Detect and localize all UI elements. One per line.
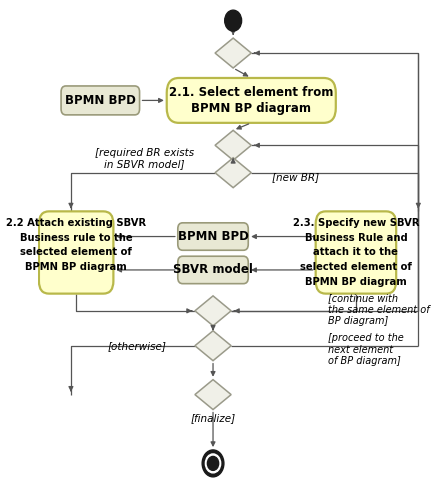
Polygon shape bbox=[195, 296, 231, 326]
Circle shape bbox=[205, 454, 221, 473]
Circle shape bbox=[202, 450, 224, 477]
FancyBboxPatch shape bbox=[178, 256, 248, 283]
Text: [continue with
the same element of
BP diagram]: [continue with the same element of BP di… bbox=[328, 293, 429, 326]
FancyBboxPatch shape bbox=[39, 212, 113, 294]
Text: [otherwise]: [otherwise] bbox=[107, 340, 166, 350]
Polygon shape bbox=[195, 331, 231, 360]
Text: BPMN BPD: BPMN BPD bbox=[65, 94, 136, 107]
Text: SBVR model: SBVR model bbox=[173, 264, 253, 276]
Polygon shape bbox=[215, 130, 251, 160]
Text: 2.3. Specify new SBVR: 2.3. Specify new SBVR bbox=[293, 218, 419, 228]
FancyBboxPatch shape bbox=[178, 223, 248, 250]
Text: BPMN BP diagram: BPMN BP diagram bbox=[305, 278, 407, 287]
Polygon shape bbox=[215, 158, 251, 188]
Text: [finalize]: [finalize] bbox=[190, 414, 235, 424]
Text: [new BR]: [new BR] bbox=[272, 172, 319, 181]
Text: selected element of: selected element of bbox=[20, 248, 132, 258]
Text: BPMN BP diagram: BPMN BP diagram bbox=[191, 102, 311, 115]
Text: [proceed to the
next element
of BP diagram]: [proceed to the next element of BP diagr… bbox=[328, 333, 404, 366]
FancyBboxPatch shape bbox=[316, 212, 396, 294]
FancyBboxPatch shape bbox=[61, 86, 140, 115]
Text: attach it to the: attach it to the bbox=[314, 248, 398, 258]
Text: 2.2 Attach existing SBVR: 2.2 Attach existing SBVR bbox=[6, 218, 146, 228]
Circle shape bbox=[207, 456, 219, 470]
Polygon shape bbox=[195, 380, 231, 410]
Text: Business rule to the: Business rule to the bbox=[20, 232, 132, 242]
Text: 2.1. Select element from: 2.1. Select element from bbox=[169, 86, 334, 99]
Circle shape bbox=[225, 10, 242, 31]
Polygon shape bbox=[215, 38, 251, 68]
Text: [required BR exists
in SBVR model]: [required BR exists in SBVR model] bbox=[95, 148, 194, 170]
Text: BPMN BP diagram: BPMN BP diagram bbox=[25, 262, 127, 272]
Text: Business Rule and: Business Rule and bbox=[305, 232, 407, 242]
Text: BPMN BPD: BPMN BPD bbox=[178, 230, 248, 243]
Text: selected element of: selected element of bbox=[300, 262, 412, 272]
FancyBboxPatch shape bbox=[167, 78, 336, 123]
